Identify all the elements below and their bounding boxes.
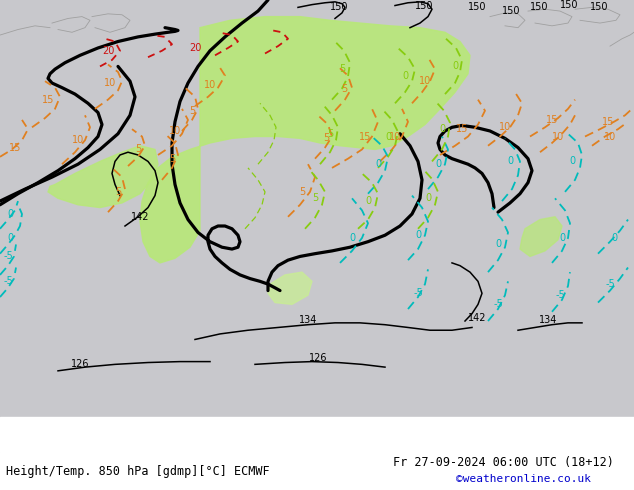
Text: 5: 5 [327, 129, 333, 139]
Text: -5: -5 [3, 276, 13, 286]
Text: 5: 5 [135, 145, 141, 154]
Text: Fr 27-09-2024 06:00 UTC (18+12): Fr 27-09-2024 06:00 UTC (18+12) [393, 454, 614, 467]
Text: 0: 0 [375, 159, 381, 169]
Text: 0: 0 [507, 156, 513, 167]
Text: 134: 134 [539, 315, 557, 325]
Polygon shape [140, 17, 470, 263]
Text: 5: 5 [115, 187, 121, 197]
Text: 150: 150 [560, 0, 578, 10]
Text: 5: 5 [312, 194, 318, 203]
Text: 142: 142 [468, 313, 486, 323]
Text: 142: 142 [131, 212, 149, 222]
Text: 15: 15 [42, 95, 54, 105]
Text: 150: 150 [468, 2, 486, 12]
Text: 150: 150 [502, 6, 521, 16]
Text: 10: 10 [604, 131, 616, 142]
Text: 0: 0 [349, 233, 355, 243]
Text: 150: 150 [330, 2, 349, 12]
Text: 0: 0 [495, 240, 501, 249]
Text: -5: -5 [413, 288, 423, 298]
Text: 0: 0 [425, 194, 431, 203]
Text: 150: 150 [415, 0, 434, 10]
Text: 126: 126 [71, 359, 89, 369]
Text: 0: 0 [415, 230, 421, 240]
Text: 5: 5 [169, 154, 175, 164]
Polygon shape [268, 272, 312, 304]
Text: 15: 15 [9, 143, 21, 152]
Text: 15: 15 [359, 131, 371, 142]
Text: 20: 20 [102, 46, 114, 56]
Text: 10: 10 [72, 135, 84, 145]
Text: Fr 27-09-2024 06:00 UTC (18+12): Fr 27-09-2024 06:00 UTC (18+12) [393, 456, 614, 469]
Text: 0: 0 [439, 124, 445, 134]
Text: Height/Temp. 850 hPa [gdmp][°C] ECMWF: Height/Temp. 850 hPa [gdmp][°C] ECMWF [6, 454, 270, 467]
Text: 10: 10 [389, 131, 401, 142]
Text: 15: 15 [602, 117, 614, 127]
Text: 15: 15 [456, 124, 468, 134]
Text: 5: 5 [341, 84, 347, 94]
Text: 10: 10 [552, 131, 564, 142]
Text: 0: 0 [365, 196, 371, 206]
Text: 10: 10 [104, 78, 116, 88]
Text: 134: 134 [299, 315, 317, 325]
Text: -5: -5 [605, 279, 615, 289]
Text: 10: 10 [169, 126, 181, 136]
Text: 5: 5 [339, 64, 345, 74]
Text: 0: 0 [7, 233, 13, 243]
Text: 0: 0 [452, 61, 458, 72]
Text: 10: 10 [419, 76, 431, 86]
Text: 0: 0 [559, 233, 565, 243]
Text: 15: 15 [546, 115, 558, 125]
Text: 126: 126 [309, 352, 327, 363]
Bar [0, 417, 634, 452]
Text: 0: 0 [402, 71, 408, 81]
Text: 150: 150 [530, 2, 548, 12]
Text: 0: 0 [569, 156, 575, 167]
Text: 5: 5 [299, 187, 305, 197]
Text: -5: -5 [3, 251, 13, 262]
Text: 0: 0 [385, 131, 391, 142]
Text: Height/Temp. 850 hPa [gdmp][°C] ECMWF: Height/Temp. 850 hPa [gdmp][°C] ECMWF [6, 465, 270, 477]
Text: 0: 0 [435, 159, 441, 169]
Polygon shape [520, 217, 562, 256]
Text: 5: 5 [189, 106, 195, 116]
Polygon shape [48, 146, 158, 208]
Text: -5: -5 [555, 290, 565, 300]
Text: ©weatheronline.co.uk: ©weatheronline.co.uk [456, 474, 592, 484]
Text: 10: 10 [499, 122, 511, 132]
Text: 20: 20 [189, 43, 201, 53]
Text: 0: 0 [611, 233, 617, 243]
Text: -5: -5 [493, 299, 503, 309]
Text: 10: 10 [204, 80, 216, 90]
Text: 150: 150 [590, 2, 609, 12]
Text: 5: 5 [323, 133, 329, 144]
Text: 0: 0 [7, 209, 13, 219]
Text: ©weatheronline.co.uk: ©weatheronline.co.uk [456, 470, 592, 480]
